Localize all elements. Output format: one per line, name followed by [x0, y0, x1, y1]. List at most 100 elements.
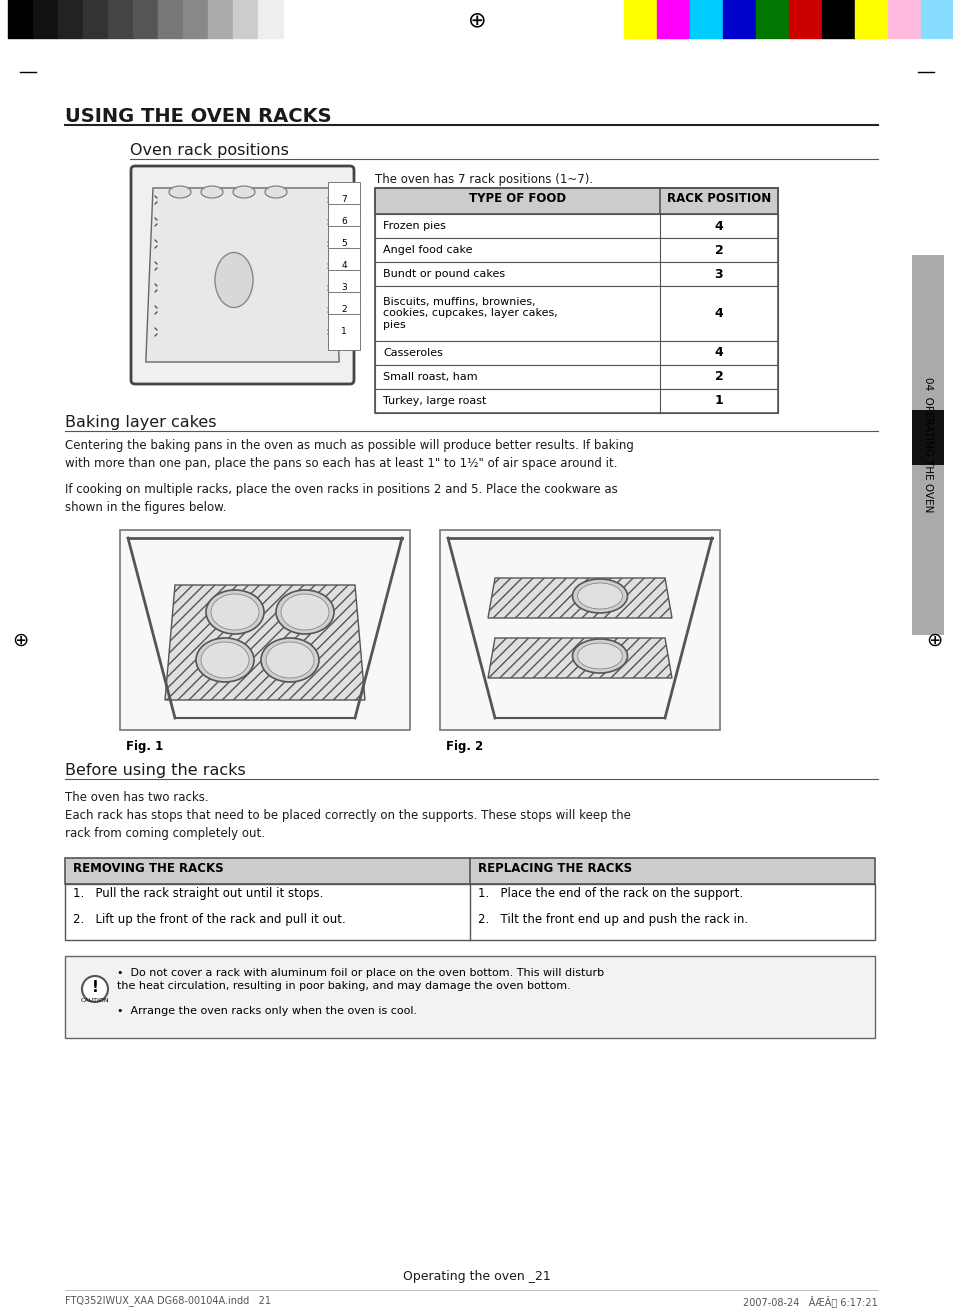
Ellipse shape: [265, 186, 287, 198]
Text: 1: 1: [341, 328, 347, 337]
Bar: [65, 956, 874, 1038]
Text: 04  OPERATING THE OVEN: 04 OPERATING THE OVEN: [923, 378, 932, 513]
Bar: [689, 0, 722, 38]
Text: 4: 4: [714, 307, 722, 320]
Text: 4: 4: [341, 261, 347, 270]
Text: The oven has two racks.: The oven has two racks.: [65, 791, 209, 804]
Text: 3: 3: [714, 267, 722, 281]
Polygon shape: [488, 578, 671, 617]
Bar: [33, 0, 58, 38]
Polygon shape: [488, 638, 671, 678]
Text: Casseroles: Casseroles: [382, 347, 442, 358]
Text: ⊕: ⊕: [924, 631, 942, 649]
Ellipse shape: [572, 638, 627, 673]
Ellipse shape: [275, 590, 334, 635]
Bar: [120, 530, 410, 730]
Text: Oven rack positions: Oven rack positions: [130, 143, 289, 159]
Bar: [65, 857, 874, 884]
Text: 2: 2: [714, 244, 722, 257]
Text: 2: 2: [341, 305, 347, 315]
Text: 2.   Tilt the front end up and push the rack in.: 2. Tilt the front end up and push the ra…: [477, 914, 747, 927]
Text: 1: 1: [714, 395, 722, 408]
Ellipse shape: [211, 594, 258, 631]
Bar: [788, 0, 821, 38]
Text: 4: 4: [714, 219, 722, 232]
Text: REPLACING THE RACKS: REPLACING THE RACKS: [477, 863, 632, 874]
Bar: [887, 0, 920, 38]
Text: The oven has 7 rack positions (1~7).: The oven has 7 rack positions (1~7).: [375, 173, 593, 186]
Polygon shape: [165, 585, 365, 700]
Bar: [375, 187, 778, 413]
Text: Centering the baking pans in the oven as much as possible will produce better re: Centering the baking pans in the oven as…: [65, 439, 633, 471]
Text: Each rack has stops that need to be placed correctly on the supports. These stop: Each rack has stops that need to be plac…: [65, 809, 630, 840]
Text: 6: 6: [341, 218, 347, 227]
FancyBboxPatch shape: [131, 166, 354, 384]
Bar: [911, 410, 943, 465]
Bar: [8, 0, 33, 38]
Bar: [439, 530, 720, 730]
Text: CAUTION: CAUTION: [81, 998, 110, 1003]
Text: Turkey, large roast: Turkey, large roast: [382, 396, 486, 406]
Text: If cooking on multiple racks, place the oven racks in positions 2 and 5. Place t: If cooking on multiple racks, place the …: [65, 482, 618, 514]
Bar: [911, 465, 943, 635]
Bar: [755, 0, 788, 38]
Text: REMOVING THE RACKS: REMOVING THE RACKS: [73, 863, 223, 874]
Ellipse shape: [206, 590, 264, 635]
Bar: [132, 0, 158, 38]
Bar: [911, 256, 943, 410]
Text: Bundt or pound cakes: Bundt or pound cakes: [382, 269, 504, 279]
Ellipse shape: [577, 583, 622, 610]
Ellipse shape: [266, 642, 314, 678]
Text: RACK POSITION: RACK POSITION: [666, 191, 770, 205]
Bar: [83, 0, 108, 38]
Bar: [208, 0, 233, 38]
Bar: [375, 364, 778, 389]
Text: Operating the oven _21: Operating the oven _21: [403, 1270, 550, 1283]
Text: 1.   Pull the rack straight out until it stops.: 1. Pull the rack straight out until it s…: [73, 888, 323, 901]
Text: •  Do not cover a rack with aluminum foil or place on the oven bottom. This will: • Do not cover a rack with aluminum foil…: [117, 968, 603, 991]
Text: USING THE OVEN RACKS: USING THE OVEN RACKS: [65, 108, 332, 126]
Text: 3: 3: [341, 283, 347, 292]
Bar: [375, 341, 778, 364]
Bar: [375, 262, 778, 286]
Ellipse shape: [281, 594, 329, 631]
Text: Frozen pies: Frozen pies: [382, 222, 445, 231]
Bar: [375, 187, 778, 214]
Ellipse shape: [201, 642, 249, 678]
Bar: [722, 0, 755, 38]
Text: Baking layer cakes: Baking layer cakes: [65, 416, 216, 430]
Text: Angel food cake: Angel food cake: [382, 245, 472, 256]
Bar: [257, 0, 283, 38]
Text: Before using the racks: Before using the racks: [65, 763, 246, 777]
Bar: [183, 0, 208, 38]
Text: •  Arrange the oven racks only when the oven is cool.: • Arrange the oven racks only when the o…: [117, 1006, 416, 1016]
Bar: [375, 286, 778, 341]
Text: FTQ352IWUX_XAA DG68-00104A.indd   21: FTQ352IWUX_XAA DG68-00104A.indd 21: [65, 1295, 271, 1306]
Bar: [233, 0, 257, 38]
Text: ⊕: ⊕: [11, 631, 29, 649]
Ellipse shape: [214, 253, 253, 308]
Bar: [920, 0, 953, 38]
Ellipse shape: [169, 186, 191, 198]
Bar: [821, 0, 854, 38]
Text: 2.   Lift up the front of the rack and pull it out.: 2. Lift up the front of the rack and pul…: [73, 914, 345, 927]
Bar: [854, 0, 887, 38]
Text: 7: 7: [341, 195, 347, 205]
Bar: [375, 214, 778, 239]
Text: Biscuits, muffins, brownies,
cookies, cupcakes, layer cakes,
pies: Biscuits, muffins, brownies, cookies, cu…: [382, 296, 558, 330]
Text: Fig. 1: Fig. 1: [126, 739, 163, 753]
Ellipse shape: [195, 638, 253, 682]
Text: ⊕: ⊕: [467, 10, 486, 30]
Bar: [65, 884, 874, 940]
Text: 5: 5: [341, 240, 347, 249]
Circle shape: [82, 975, 108, 1002]
Ellipse shape: [261, 638, 318, 682]
Text: 4: 4: [714, 346, 722, 359]
Text: 2: 2: [714, 371, 722, 384]
Text: 2007-08-24   ÂÆÃ 6:17:21: 2007-08-24 ÂÆÃ 6:17:21: [742, 1295, 877, 1307]
Text: !: !: [91, 979, 98, 995]
Ellipse shape: [577, 642, 622, 669]
Text: TYPE OF FOOD: TYPE OF FOOD: [469, 191, 565, 205]
Ellipse shape: [572, 579, 627, 614]
Text: 1.   Place the end of the rack on the support.: 1. Place the end of the rack on the supp…: [477, 888, 742, 901]
